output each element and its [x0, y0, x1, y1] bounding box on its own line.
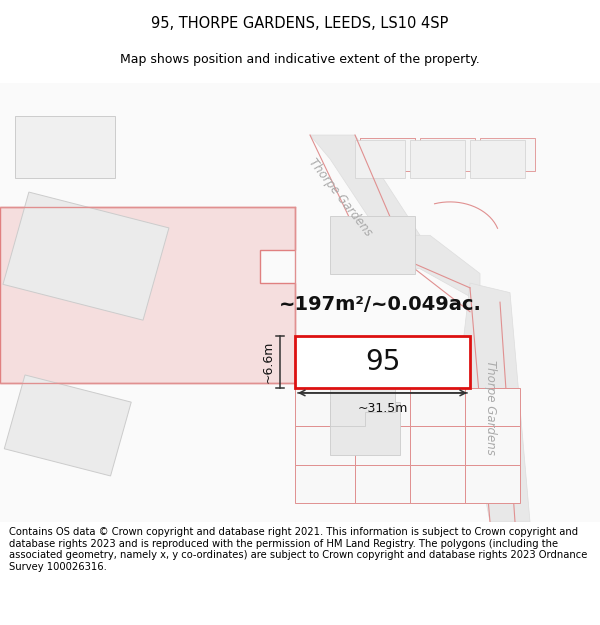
- Text: Thorpe Gardens: Thorpe Gardens: [484, 360, 497, 455]
- Bar: [4, 375, 131, 476]
- Text: ~197m²/~0.049ac.: ~197m²/~0.049ac.: [278, 294, 481, 314]
- Bar: [3, 192, 169, 320]
- Text: Thorpe Gardens: Thorpe Gardens: [305, 156, 374, 239]
- Bar: [420, 138, 475, 171]
- Bar: [410, 140, 465, 178]
- Polygon shape: [355, 236, 480, 302]
- Bar: [360, 138, 415, 171]
- Bar: [410, 426, 465, 464]
- Bar: [410, 464, 465, 503]
- Bar: [480, 138, 535, 171]
- Bar: [295, 336, 470, 388]
- Text: ~6.6m: ~6.6m: [262, 341, 275, 383]
- Bar: [410, 388, 465, 426]
- Text: Contains OS data © Crown copyright and database right 2021. This information is : Contains OS data © Crown copyright and d…: [9, 527, 587, 572]
- Bar: [295, 464, 355, 503]
- Bar: [295, 426, 355, 464]
- Bar: [465, 426, 520, 464]
- Bar: [15, 116, 115, 178]
- Bar: [295, 388, 355, 426]
- Text: ~31.5m: ~31.5m: [358, 402, 408, 416]
- Bar: [465, 464, 520, 503]
- Bar: [465, 388, 520, 426]
- Polygon shape: [0, 207, 295, 383]
- Bar: [360, 138, 415, 171]
- Bar: [355, 464, 410, 503]
- Bar: [355, 426, 410, 464]
- Bar: [330, 216, 415, 274]
- Text: 95: 95: [365, 348, 401, 376]
- Bar: [470, 140, 525, 178]
- Polygon shape: [460, 283, 530, 522]
- Text: Map shows position and indicative extent of the property.: Map shows position and indicative extent…: [120, 53, 480, 66]
- Bar: [330, 402, 400, 455]
- Bar: [355, 388, 410, 426]
- Bar: [355, 140, 405, 178]
- Polygon shape: [330, 388, 395, 426]
- Polygon shape: [310, 135, 420, 249]
- Text: 95, THORPE GARDENS, LEEDS, LS10 4SP: 95, THORPE GARDENS, LEEDS, LS10 4SP: [151, 16, 449, 31]
